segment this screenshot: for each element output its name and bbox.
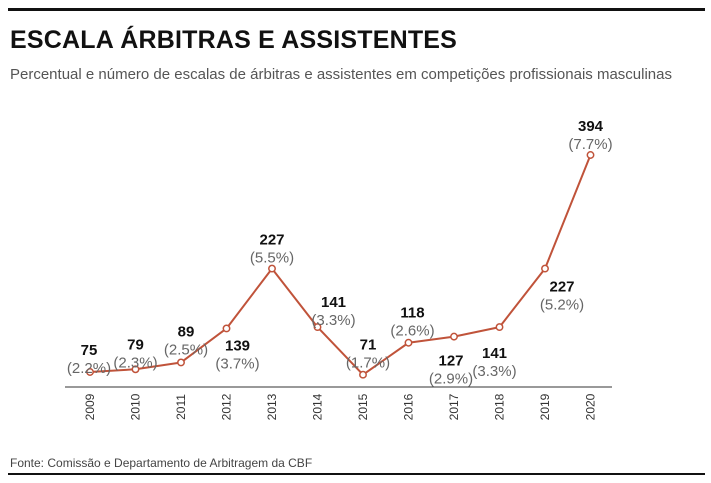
data-label-percent-2010: (2.3%): [113, 354, 157, 371]
data-label-percent-2020: (7.7%): [568, 136, 612, 153]
data-label-percent-2015: (1.7%): [346, 355, 390, 372]
bottom-rule: [8, 473, 705, 475]
top-rule: [8, 8, 705, 11]
data-point-2018: [495, 323, 504, 332]
chart-subtitle: Percentual e número de escalas de árbitr…: [10, 66, 672, 83]
data-label-value-2009: 75: [81, 342, 98, 359]
data-label-percent-2019: (5.2%): [540, 297, 584, 314]
data-point-2010: [131, 365, 140, 374]
data-label-value-2012: 139: [225, 337, 250, 354]
x-tick-label-2011: 2011: [174, 394, 188, 420]
data-point-2011: [177, 358, 185, 367]
data-label-percent-2016: (2.6%): [390, 323, 434, 340]
x-tick-label-2014: 2014: [311, 393, 325, 420]
data-label-percent-2012: (3.7%): [215, 355, 259, 372]
data-label-value-2011: 89: [178, 323, 195, 340]
data-label-value-2014: 141: [321, 294, 346, 311]
data-label-percent-2014: (3.3%): [311, 312, 355, 329]
data-point-2013: [268, 264, 276, 273]
x-tick-label-2016: 2016: [402, 393, 416, 420]
data-point-2012: [222, 324, 231, 333]
data-point-2017: [450, 332, 458, 341]
data-label-value-2016: 118: [400, 305, 424, 322]
data-label-value-2017: 127: [438, 353, 463, 370]
data-point-2014: [313, 323, 322, 332]
data-point-2020: [586, 151, 595, 159]
data-label-value-2019: 227: [549, 279, 574, 296]
data-label-value-2018: 141: [482, 345, 507, 362]
data-label-percent-2017: (2.9%): [429, 371, 473, 388]
series-line: [89, 154, 592, 376]
x-tick-label-2018: 2018: [493, 393, 507, 420]
x-tick-label-2010: 2010: [129, 393, 143, 420]
x-tick-label-2015: 2015: [356, 393, 370, 420]
chart-title: ESCALA ÁRBITRAS E ASSISTENTES: [10, 26, 458, 54]
data-label-value-2013: 227: [259, 232, 284, 249]
data-label-percent-2009: (2.2%): [67, 360, 111, 377]
data-point-2016: [404, 338, 413, 347]
data-label-percent-2013: (5.5%): [250, 250, 294, 267]
x-tick-label-2013: 2013: [265, 393, 279, 420]
x-tick-label-2017: 2017: [447, 393, 461, 420]
data-label-percent-2018: (3.3%): [472, 363, 516, 380]
x-tick-label-2012: 2012: [220, 393, 234, 420]
data-point-2019: [541, 264, 549, 273]
x-tick-label-2020: 2020: [584, 393, 598, 420]
source-note: Fonte: Comissão e Departamento de Arbitr…: [10, 456, 313, 470]
data-label-value-2010: 79: [127, 336, 144, 353]
data-label-percent-2011: (2.5%): [164, 341, 208, 358]
data-label-value-2020: 394: [578, 118, 604, 135]
x-tick-label-2009: 2009: [83, 393, 97, 420]
data-label-value-2015: 71: [360, 337, 377, 354]
x-tick-label-2019: 2019: [538, 393, 552, 420]
data-point-2009: [86, 368, 94, 376]
data-point-2015: [359, 370, 367, 379]
